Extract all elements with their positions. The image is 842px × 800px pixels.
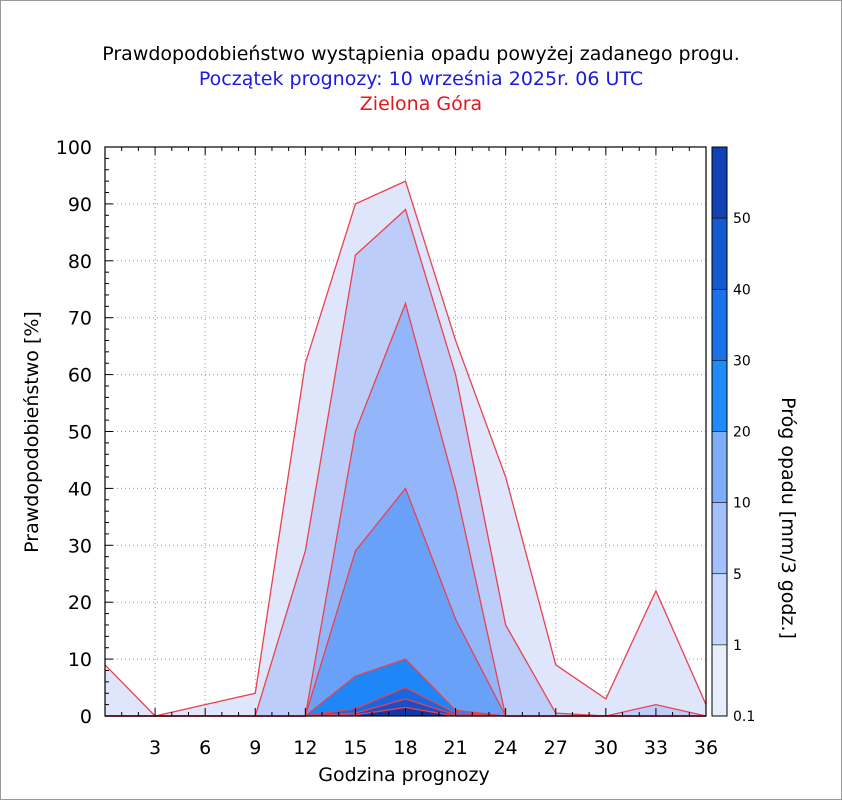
y-tick-label: 90 [68, 194, 92, 216]
x-tick-label: 15 [343, 737, 367, 759]
chart-subtitle: Początek prognozy: 10 września 2025r. 06… [198, 68, 644, 90]
x-tick-label: 30 [594, 737, 618, 759]
x-tick-label: 6 [199, 737, 211, 759]
colorbar-tick-label: 50 [733, 211, 751, 227]
y-tick-label: 20 [68, 592, 92, 614]
y-tick-label: 100 [56, 137, 92, 159]
area-threshold-10 [105, 488, 706, 716]
y-tick-label: 60 [68, 365, 92, 387]
colorbar-tick-label: 10 [733, 496, 751, 512]
colorbar-segment [712, 644, 727, 716]
y-tick-label: 70 [68, 308, 92, 330]
y-tick-label: 0 [80, 706, 92, 728]
chart-location: Zielona Góra [359, 93, 483, 115]
y-axis-label: Prawdopodobieństwo [%] [21, 311, 43, 553]
x-tick-label: 36 [694, 737, 718, 759]
colorbar-label: Próg opadu [mm/3 godz.] [777, 397, 799, 639]
y-tick-label: 30 [68, 535, 92, 557]
x-axis-ticks: 3 6 9 12 15 18 21 24 27 30 33 36 [149, 147, 718, 759]
colorbar-segment [712, 147, 727, 219]
colorbar: 0.1 1 5 10 20 30 40 50 [711, 146, 755, 725]
colorbar-segment [712, 289, 727, 361]
colorbar-segment [712, 573, 727, 645]
colorbar-tick-label: 20 [733, 425, 751, 441]
x-tick-label: 9 [249, 737, 261, 759]
colorbar-tick-label: 40 [733, 282, 751, 298]
colorbar-tick-label: 5 [733, 567, 742, 583]
x-tick-label: 12 [293, 737, 317, 759]
x-axis-label: Godzina prognozy [318, 764, 489, 786]
colorbar-segment [712, 502, 727, 574]
colorbar-tick-label: 1 [733, 638, 742, 654]
colorbar-tick-label: 30 [733, 353, 751, 369]
y-tick-label: 10 [68, 649, 92, 671]
x-tick-label: 24 [494, 737, 518, 759]
x-tick-label: 18 [393, 737, 417, 759]
colorbar-segment [712, 360, 727, 432]
chart-title: Prawdopodobieństwo wystąpienia opadu pow… [102, 43, 740, 65]
y-tick-label: 50 [68, 422, 92, 444]
x-tick-label: 3 [149, 737, 161, 759]
x-tick-label: 27 [544, 737, 568, 759]
x-tick-label: 21 [443, 737, 467, 759]
x-tick-label: 33 [644, 737, 668, 759]
y-tick-label: 80 [68, 251, 92, 273]
y-axis-ticks: 0 10 20 30 40 50 60 70 80 90 100 [56, 137, 113, 728]
colorbar-segment [712, 431, 727, 503]
colorbar-segment [712, 218, 727, 290]
line-threshold-0-1 [104, 180, 707, 717]
y-tick-label: 40 [68, 478, 92, 500]
colorbar-tick-label: 0.1 [733, 709, 755, 725]
